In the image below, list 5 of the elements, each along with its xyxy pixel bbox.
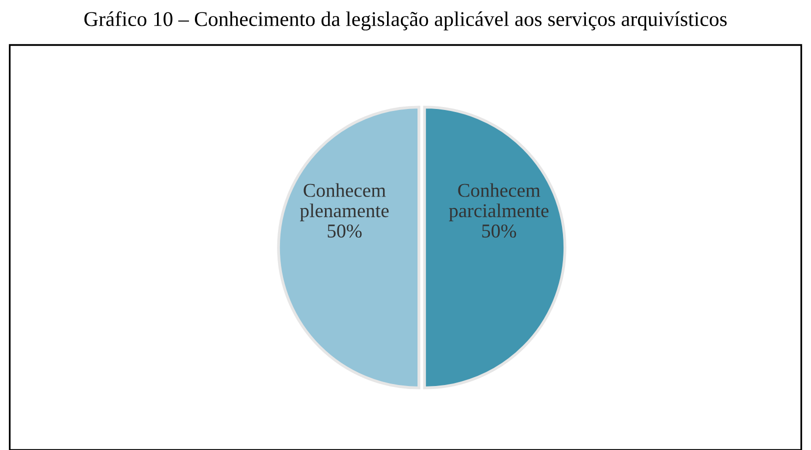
slice-label: Conhecem plenamente <box>300 183 389 222</box>
chart-title: Gráfico 10 – Conhecimento da legislação aplicável aos serviços arquivísticos <box>84 11 727 30</box>
data-label: 50% <box>482 224 516 238</box>
slice-label: Conhecem parcialmente <box>449 183 548 222</box>
data-label: 50% <box>328 224 362 238</box>
